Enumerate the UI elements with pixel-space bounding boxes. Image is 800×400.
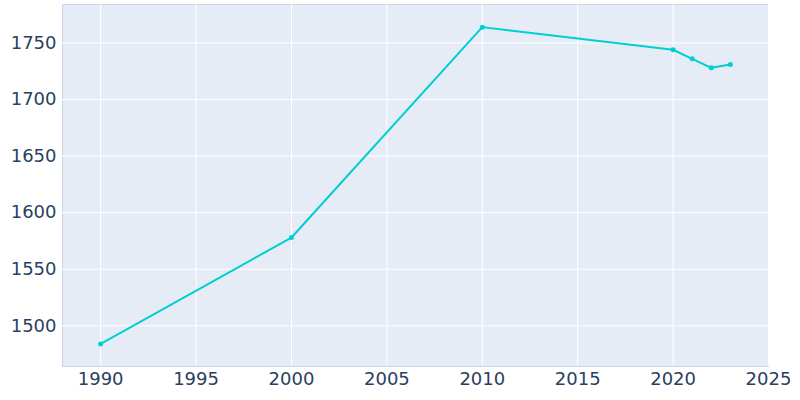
svg-text:2005: 2005 <box>364 368 410 389</box>
svg-text:1700: 1700 <box>11 88 57 109</box>
svg-text:2010: 2010 <box>459 368 505 389</box>
svg-text:1995: 1995 <box>173 368 219 389</box>
svg-text:2015: 2015 <box>555 368 601 389</box>
svg-text:1600: 1600 <box>11 201 57 222</box>
svg-text:1500: 1500 <box>11 315 57 336</box>
svg-text:1990: 1990 <box>78 368 124 389</box>
svg-text:2020: 2020 <box>650 368 696 389</box>
svg-text:2025: 2025 <box>746 368 792 389</box>
svg-text:1750: 1750 <box>11 32 57 53</box>
svg-text:1650: 1650 <box>11 145 57 166</box>
svg-text:2000: 2000 <box>269 368 315 389</box>
svg-text:1550: 1550 <box>11 258 57 279</box>
